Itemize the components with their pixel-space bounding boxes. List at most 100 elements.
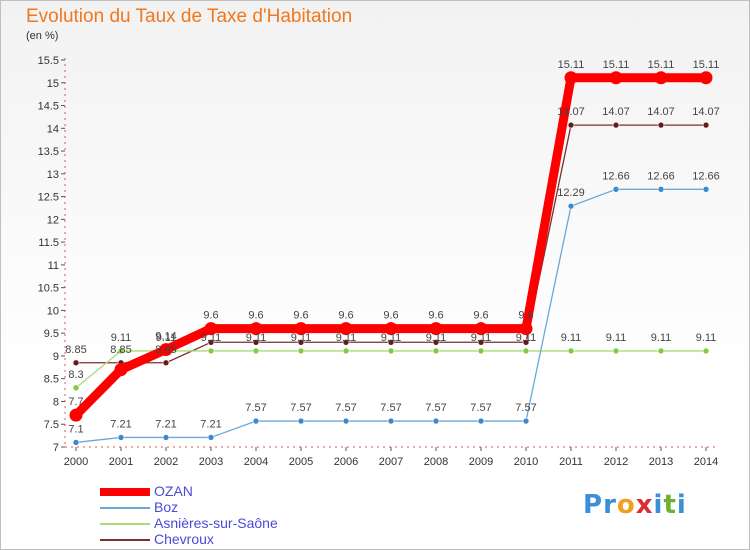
y-tick-label: 8 (53, 396, 59, 408)
data-label-asni-res-sur-sa-ne: 9.11 (111, 332, 132, 344)
data-point-ozan (294, 322, 308, 336)
data-point-boz (252, 417, 260, 425)
chart-subtitle: (en %) (26, 30, 59, 42)
x-tick-label: 2003 (199, 456, 223, 468)
data-label-boz: 12.66 (647, 170, 675, 182)
data-point-boz (567, 202, 575, 210)
data-label-chevroux: 8.85 (65, 344, 86, 356)
data-point-asni-res-sur-sa-ne (432, 347, 440, 355)
data-point-chevroux (657, 121, 665, 129)
data-label-ozan: 9.6 (428, 310, 443, 322)
legend-label: OZAN (154, 483, 193, 499)
data-point-chevroux (522, 338, 530, 346)
y-tick-label: 14.5 (38, 101, 59, 113)
data-point-asni-res-sur-sa-ne (252, 347, 260, 355)
y-tick-label: 8.5 (44, 374, 59, 386)
data-label-asni-res-sur-sa-ne: 9.11 (246, 332, 267, 344)
x-tick-label: 2000 (64, 456, 88, 468)
y-tick-label: 13 (47, 169, 59, 181)
data-label-boz: 7.1 (68, 423, 83, 435)
data-point-boz (477, 417, 485, 425)
data-point-ozan (654, 71, 668, 85)
data-point-asni-res-sur-sa-ne (207, 347, 215, 355)
chart-title: Evolution du Taux de Taxe d'Habitation (26, 6, 353, 27)
data-label-chevroux: 8.85 (155, 344, 176, 356)
data-point-chevroux (342, 338, 350, 346)
data-point-ozan (384, 322, 398, 336)
data-label-ozan: 9.6 (473, 310, 488, 322)
data-label-asni-res-sur-sa-ne: 9.11 (696, 332, 717, 344)
data-point-chevroux (432, 338, 440, 346)
data-label-boz: 7.21 (200, 418, 221, 430)
data-point-ozan (429, 322, 443, 336)
data-label-ozan: 9.14 (155, 331, 176, 343)
x-tick-label: 2014 (694, 456, 718, 468)
x-tick-label: 2009 (469, 456, 493, 468)
logo-letter: x (635, 490, 654, 520)
data-point-chevroux (297, 338, 305, 346)
data-point-boz (522, 417, 530, 425)
y-tick-label: 10 (47, 305, 59, 317)
data-point-ozan (609, 71, 623, 85)
data-label-boz: 12.66 (692, 170, 720, 182)
y-tick-label: 11 (48, 260, 59, 272)
logo-letter: P (583, 490, 604, 520)
data-label-ozan: 9.6 (518, 310, 533, 322)
data-label-chevroux: 14.07 (557, 106, 585, 118)
logo-letter: o (616, 490, 636, 520)
data-point-asni-res-sur-sa-ne (387, 347, 395, 355)
proxiti-logo: Proxiti (583, 490, 687, 520)
data-point-asni-res-sur-sa-ne (342, 347, 350, 355)
data-point-asni-res-sur-sa-ne (567, 347, 575, 355)
data-label-ozan: 15.11 (648, 59, 675, 71)
legend-swatch (100, 488, 150, 496)
data-point-asni-res-sur-sa-ne (297, 347, 305, 355)
data-point-ozan (69, 408, 83, 422)
data-label-asni-res-sur-sa-ne: 9.11 (381, 332, 402, 344)
data-point-ozan (699, 71, 713, 85)
data-label-asni-res-sur-sa-ne: 9.11 (606, 332, 627, 344)
data-point-chevroux (162, 359, 170, 367)
data-label-asni-res-sur-sa-ne: 9.11 (201, 332, 222, 344)
data-label-ozan: 9.6 (203, 310, 218, 322)
data-label-boz: 12.29 (557, 187, 585, 199)
data-label-ozan: 9.6 (383, 310, 398, 322)
data-label-chevroux: 14.07 (692, 106, 720, 118)
x-tick-label: 2005 (289, 456, 313, 468)
data-point-asni-res-sur-sa-ne (117, 347, 125, 355)
data-point-chevroux (477, 338, 485, 346)
data-point-boz (297, 417, 305, 425)
data-label-asni-res-sur-sa-ne: 9.11 (651, 332, 672, 344)
y-tick-label: 15.5 (38, 55, 59, 67)
y-tick-label: 7.5 (44, 419, 59, 431)
x-tick-label: 2008 (424, 456, 448, 468)
y-tick-label: 10.5 (38, 283, 59, 295)
data-label-boz: 7.21 (155, 418, 176, 430)
data-point-ozan (519, 322, 533, 336)
series-line-ozan (72, 73, 706, 419)
data-label-boz: 7.57 (290, 402, 311, 414)
data-point-chevroux (702, 121, 710, 129)
data-label-asni-res-sur-sa-ne: 9.11 (426, 332, 447, 344)
x-tick-label: 2012 (604, 456, 628, 468)
data-label-chevroux: 14.07 (602, 106, 630, 118)
data-point-boz (612, 186, 620, 193)
logo-letter: i (653, 490, 664, 520)
chart-axes: 7 7.5 8 8.5 9 9.5 10 10.5 11 11.5 12 12.5 13 13.5 14 14… (38, 55, 719, 468)
data-point-chevroux (612, 121, 620, 129)
data-label-ozan: 15.11 (558, 59, 585, 71)
legend-swatch (100, 507, 150, 509)
data-label-ozan: 15.11 (603, 59, 630, 71)
data-point-boz (117, 434, 125, 441)
x-tick-label: 2001 (109, 456, 133, 468)
data-label-boz: 7.21 (110, 418, 131, 430)
legend-label: Chevroux (154, 531, 214, 547)
data-label-boz: 7.57 (425, 402, 446, 414)
data-label-boz: 7.57 (470, 402, 491, 414)
data-label-asni-res-sur-sa-ne: 9.11 (561, 332, 582, 344)
series-lines (69, 71, 713, 446)
data-label-chevroux: 8.85 (110, 344, 131, 356)
data-label-asni-res-sur-sa-ne: 9.11 (471, 332, 492, 344)
data-label-boz: 7.57 (335, 402, 356, 414)
